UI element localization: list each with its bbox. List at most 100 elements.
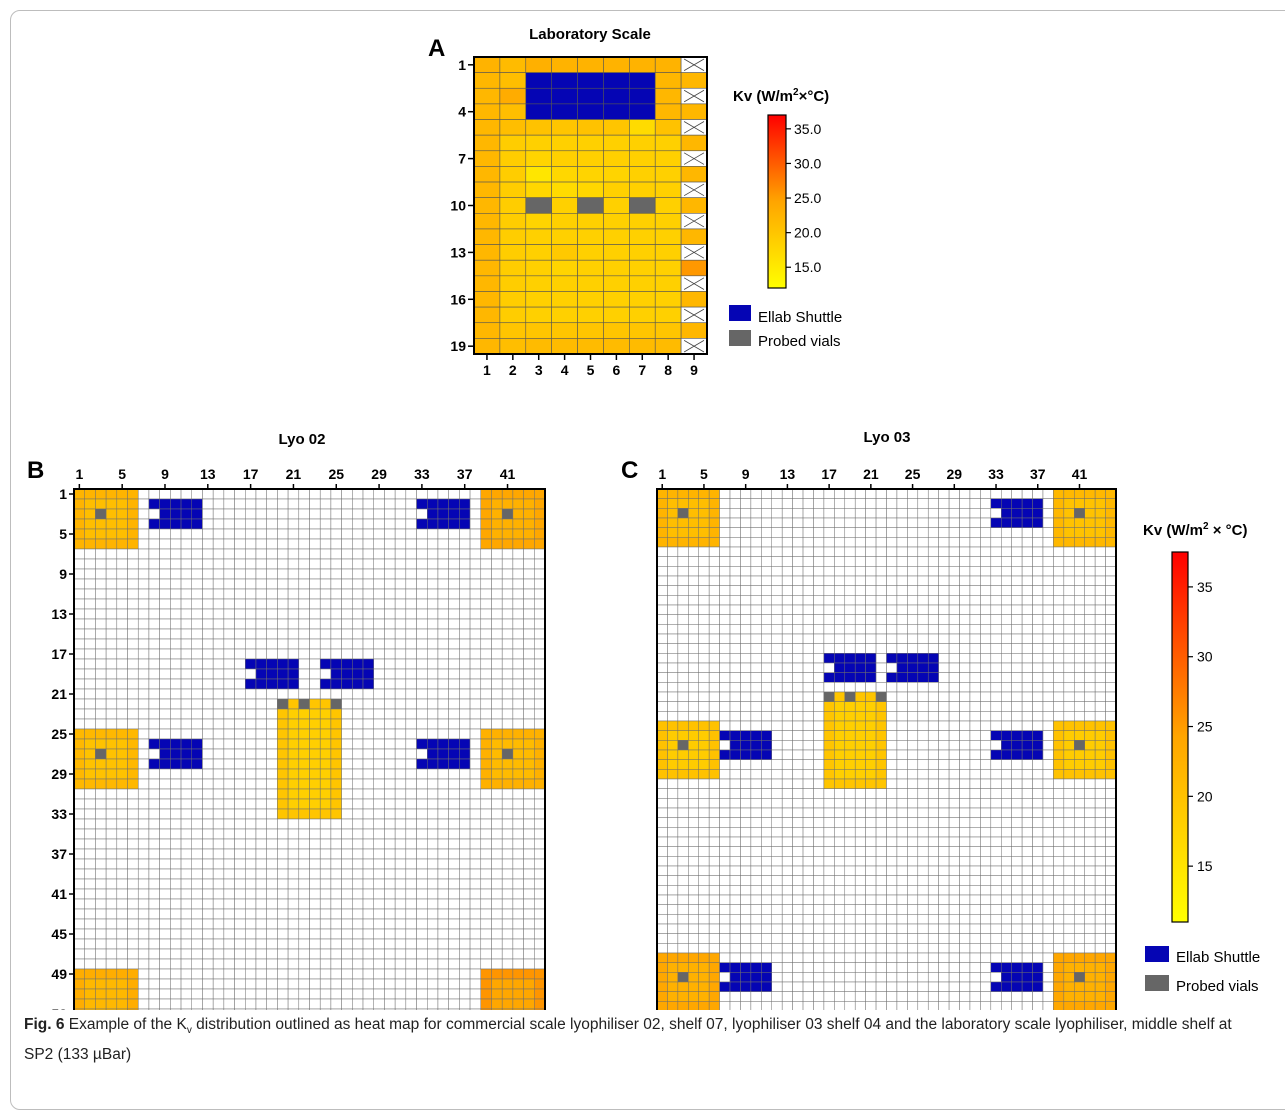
cell-a	[552, 198, 578, 214]
cell	[1043, 876, 1053, 886]
cell	[534, 969, 545, 979]
cell	[181, 689, 192, 699]
cell	[991, 760, 1001, 770]
cell	[845, 499, 855, 509]
cell	[128, 669, 139, 679]
cell	[918, 972, 928, 982]
cell	[980, 847, 990, 857]
cell	[310, 679, 321, 689]
cell	[384, 559, 395, 569]
cell	[106, 679, 117, 689]
cell	[803, 566, 813, 576]
cell	[406, 759, 417, 769]
cell	[138, 969, 149, 979]
cell	[782, 895, 792, 905]
cell	[310, 839, 321, 849]
cell	[170, 669, 181, 679]
cell	[149, 599, 160, 609]
cell	[513, 489, 524, 499]
cell	[855, 895, 865, 905]
cell	[459, 729, 470, 739]
cell	[824, 653, 834, 663]
cell	[406, 769, 417, 779]
cell	[427, 789, 438, 799]
cell	[513, 689, 524, 699]
cell	[235, 659, 246, 669]
cell	[449, 869, 460, 879]
cell	[491, 509, 502, 519]
cell	[491, 729, 502, 739]
cell	[406, 819, 417, 829]
cell	[834, 731, 844, 741]
cell-a	[526, 151, 552, 167]
cell	[793, 818, 803, 828]
cell	[149, 949, 160, 959]
cell	[845, 934, 855, 944]
cell	[181, 569, 192, 579]
cell	[949, 682, 959, 692]
cell	[667, 605, 677, 615]
cell	[417, 549, 428, 559]
cell	[813, 528, 823, 538]
cell	[106, 979, 117, 989]
cell	[709, 895, 719, 905]
cell	[1064, 547, 1074, 557]
cell	[1064, 508, 1074, 518]
cell	[939, 653, 949, 663]
cell	[970, 992, 980, 1002]
cell	[813, 721, 823, 731]
cell	[1053, 615, 1063, 625]
cell-a	[474, 198, 500, 214]
cell	[730, 595, 740, 605]
cell	[699, 876, 709, 886]
cell	[730, 750, 740, 760]
cell	[128, 609, 139, 619]
cell	[299, 669, 310, 679]
cell	[352, 869, 363, 879]
cell	[245, 889, 256, 899]
cell	[939, 595, 949, 605]
cell	[730, 914, 740, 924]
cell	[1022, 963, 1032, 973]
cell	[678, 489, 688, 499]
cell	[224, 779, 235, 789]
cell	[192, 729, 203, 739]
cell	[1001, 885, 1011, 895]
cell	[245, 729, 256, 739]
cell	[1033, 711, 1043, 721]
cell	[438, 869, 449, 879]
cell	[256, 669, 267, 679]
cell	[170, 859, 181, 869]
cell	[95, 689, 106, 699]
cell	[824, 702, 834, 712]
cell	[267, 549, 278, 559]
cell	[95, 549, 106, 559]
cell	[438, 929, 449, 939]
cell-a	[526, 135, 552, 151]
cell	[513, 809, 524, 819]
cell	[481, 549, 492, 559]
cell	[1064, 624, 1074, 634]
cell	[907, 653, 917, 663]
cell	[1106, 769, 1116, 779]
cell	[481, 959, 492, 969]
cell	[657, 547, 667, 557]
cell	[1064, 905, 1074, 915]
cell	[235, 509, 246, 519]
cell	[1053, 663, 1063, 673]
cell	[667, 489, 677, 499]
cell	[149, 939, 160, 949]
cell	[513, 929, 524, 939]
cell	[213, 689, 224, 699]
cell	[299, 919, 310, 929]
cell	[949, 876, 959, 886]
cell	[85, 639, 96, 649]
cell-a	[681, 260, 707, 276]
cell	[1033, 566, 1043, 576]
cell	[160, 689, 171, 699]
cell-a	[526, 166, 552, 182]
cell	[751, 924, 761, 934]
cell	[384, 699, 395, 709]
y-tick-label: 4	[458, 104, 466, 120]
cell	[320, 539, 331, 549]
